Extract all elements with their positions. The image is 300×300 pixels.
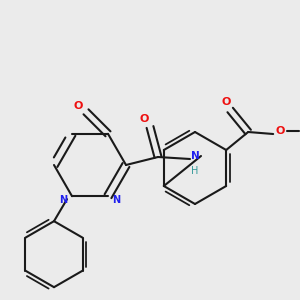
Text: O: O [139, 114, 149, 124]
Text: O: O [221, 97, 231, 107]
Text: H: H [191, 166, 199, 176]
Text: N: N [112, 195, 120, 205]
Text: O: O [73, 101, 83, 111]
Text: N: N [190, 151, 200, 161]
Text: O: O [275, 126, 285, 136]
Text: N: N [59, 195, 67, 205]
